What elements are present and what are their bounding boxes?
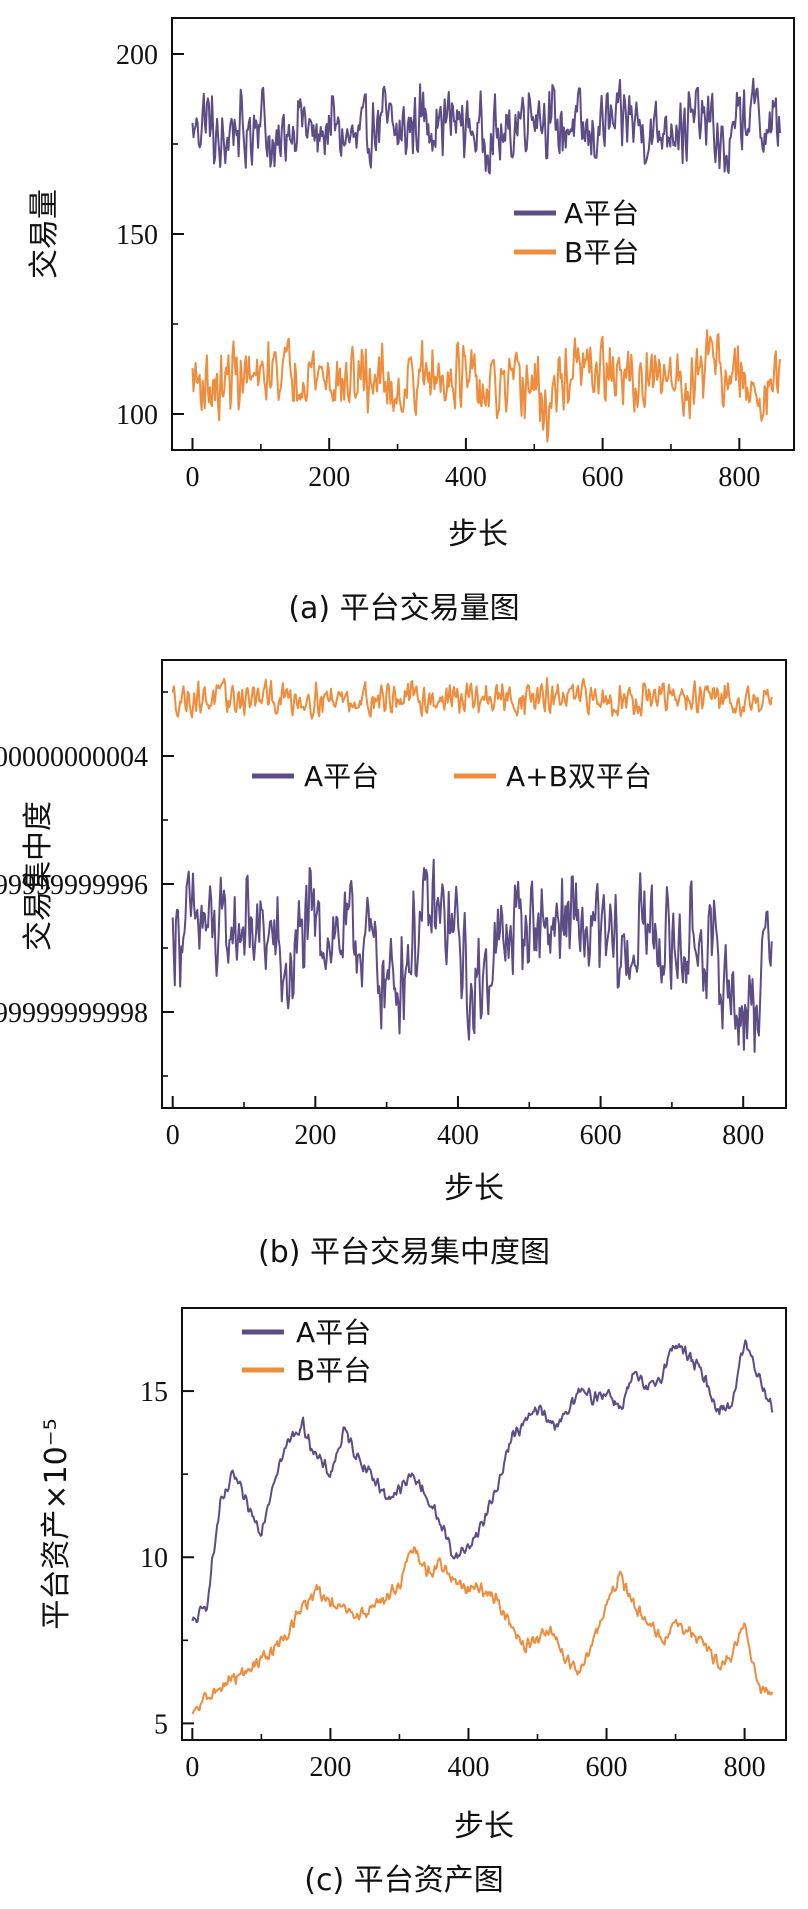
series-line-a (171, 858, 773, 1053)
y-tick-label: 150 (116, 220, 158, 251)
plot-area (161, 659, 787, 1109)
legend-label-a: A平台 (304, 760, 379, 793)
series-line-b (191, 1546, 774, 1715)
legend: A平台 A+B双平台 (252, 760, 652, 793)
x-axis-label: 步长 (444, 1171, 504, 1206)
legend-label-b: A+B双平台 (506, 760, 652, 793)
chart-panel-c: A平台 B平台 平台资产×10⁻⁵ 步长 (c) 平台资产图 0 200 400 60… (39, 1307, 787, 1898)
caption: (b) 平台交易集中度图 (258, 1235, 550, 1270)
legend: A平台 B平台 (242, 1316, 371, 1387)
x-tick-label: 600 (580, 1120, 622, 1151)
x-axis-label: 步长 (454, 1809, 514, 1844)
y-tick-label: 5 (154, 1709, 168, 1740)
legend-label-a: A平台 (564, 197, 639, 230)
y-tick-label: 100 (116, 400, 158, 431)
x-tick-label: 600 (586, 1752, 628, 1783)
series-line-b (191, 329, 781, 443)
tick-layer (162, 691, 745, 1108)
series-line-a (191, 77, 781, 175)
x-tick-label: 0 (185, 1752, 199, 1783)
x-tick-label: 800 (722, 1120, 764, 1151)
x-tick-label: 0 (186, 462, 200, 493)
plot-area (171, 17, 795, 451)
series-line-a (191, 1339, 774, 1624)
y-tick-label: 0.69999999999999996 (0, 870, 148, 901)
x-tick-label: 400 (437, 1120, 479, 1151)
chart-panel-b: A平台 A+B双平台 交易集中度 步长 (b) 平台交易集中度图 0 200 400… (0, 659, 787, 1270)
x-axis-label: 步长 (448, 517, 508, 552)
x-tick-label: 600 (582, 462, 624, 493)
series-line-b (171, 677, 773, 720)
y-tick-label: 200 (116, 40, 158, 71)
plot-area (181, 1307, 787, 1741)
x-tick-label: 400 (447, 1752, 489, 1783)
legend: A平台 B平台 (514, 197, 639, 269)
legend-label-b: B平台 (564, 236, 639, 269)
y-axis-label: 平台资产×10⁻⁵ (39, 1418, 74, 1629)
x-tick-label: 200 (308, 462, 350, 493)
x-tick-label: 800 (724, 1752, 766, 1783)
series-layer (171, 677, 773, 1053)
tick-layer (172, 53, 741, 450)
caption: (c) 平台资产图 (304, 1863, 503, 1898)
x-tick-label: 800 (718, 462, 760, 493)
x-tick-label: 0 (166, 1120, 180, 1151)
x-tick-label: 200 (309, 1752, 351, 1783)
plot-frame (181, 1307, 787, 1741)
x-tick-label: 200 (294, 1120, 336, 1151)
y-tick-label: 0.80000000000000004 (0, 742, 148, 773)
series-layer (191, 77, 781, 443)
y-tick-label: 10 (140, 1543, 168, 1574)
y-axis-label: 交易集中度 (21, 801, 56, 951)
series-layer (191, 1339, 774, 1715)
caption: (a) 平台交易量图 (288, 591, 519, 626)
legend-label-a: A平台 (296, 1316, 371, 1349)
chart-panel-a: A平台 B平台 交易量 步长 (a) 平台交易量图 0 200 400 600 800 1… (27, 17, 795, 626)
y-tick-label: 15 (140, 1377, 168, 1408)
legend-label-b: B平台 (296, 1354, 371, 1387)
y-axis-label: 交易量 (27, 189, 62, 279)
y-tick-label: 0.59999999999999998 (0, 998, 148, 1029)
x-tick-label: 400 (445, 462, 487, 493)
tick-layer (182, 1390, 746, 1740)
